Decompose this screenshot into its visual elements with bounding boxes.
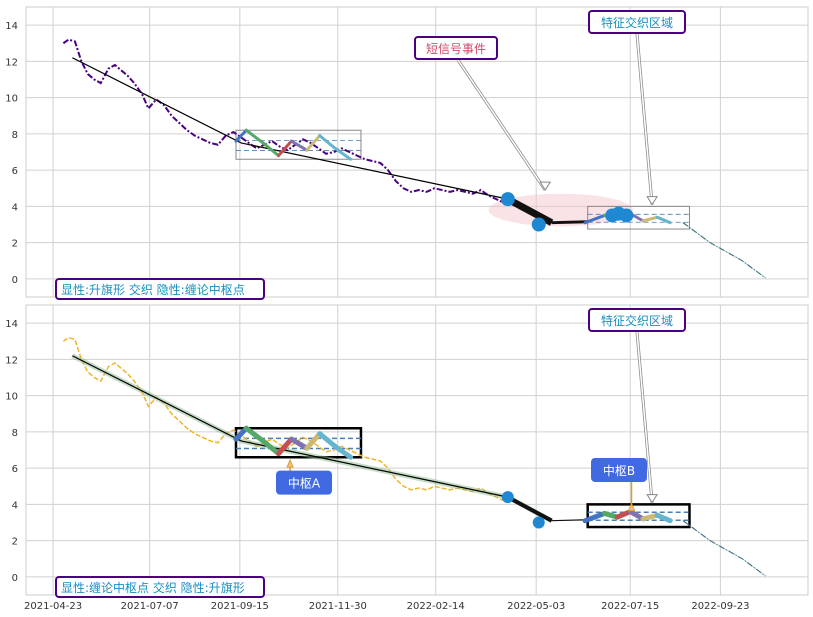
zigzag-segment xyxy=(276,436,294,457)
bottom-panel: 0 2 4 6 8 10 12 14 2021-04-23 2021-07-07 2021-09-1… xyxy=(5,304,809,612)
y-tick-label: 10 xyxy=(5,392,18,403)
pivot-box xyxy=(587,205,690,230)
zigzag-segment xyxy=(289,139,309,152)
annotation-box xyxy=(276,470,332,495)
signal-drop xyxy=(506,196,554,226)
zigzag-segment xyxy=(243,425,266,444)
projection-shadow xyxy=(682,520,766,577)
price-line xyxy=(62,38,512,204)
annotation-arrowhead xyxy=(646,494,659,504)
x-tick-label: 2022-02-14 xyxy=(407,601,465,612)
price-line xyxy=(62,336,512,502)
event-dot xyxy=(619,208,634,223)
legend-box xyxy=(55,576,265,598)
zigzag-segment xyxy=(304,431,323,451)
y-tick-label: 2 xyxy=(12,537,18,548)
zigzag-segment xyxy=(332,443,354,460)
legend-box xyxy=(55,278,265,300)
annotation-label: 中枢B xyxy=(603,463,635,478)
zigzag-segment xyxy=(641,215,659,223)
y-tick-label: 6 xyxy=(12,166,18,177)
x-tick-label: 2022-07-15 xyxy=(601,601,659,612)
annotation-arrowhead xyxy=(286,458,294,468)
zigzag-segment xyxy=(654,512,673,524)
zigzag-segment xyxy=(234,128,248,143)
pivot-box xyxy=(235,129,362,160)
zigzag-segment xyxy=(655,215,672,225)
annotation-label: 特征交织区域 xyxy=(601,15,673,30)
x-tick-label: 2022-09-23 xyxy=(691,601,749,612)
zigzag-segment xyxy=(333,146,353,161)
annotation-arrow-inner xyxy=(636,331,653,503)
x-tick-label: 2022-05-03 xyxy=(507,601,565,612)
zigzag-segment xyxy=(261,141,281,158)
event-dot xyxy=(532,516,545,529)
legend-text: 显性:缠论中枢点 交织 隐性:升旗形 xyxy=(61,580,245,595)
projection-shadow xyxy=(682,222,766,279)
x-tick-label: 2021-09-15 xyxy=(211,601,269,612)
legend-text: 显性:升旗形 交织 隐性:缠论中枢点 xyxy=(61,282,245,297)
plot-area xyxy=(25,304,809,596)
annotation-box xyxy=(591,457,647,482)
zigzag-segment xyxy=(305,134,322,152)
y-tick-label: 6 xyxy=(12,464,18,475)
zigzag-segment xyxy=(260,438,282,457)
annotation-label: 中枢A xyxy=(288,476,321,491)
annotation-box xyxy=(588,308,686,332)
y-tick-label: 8 xyxy=(12,428,18,439)
y-tick-label: 4 xyxy=(12,202,18,213)
zigzag-segment xyxy=(583,213,606,225)
annotation-label: 特征交织区域 xyxy=(601,313,673,328)
y-tick-label: 4 xyxy=(12,500,18,511)
pivot-box xyxy=(586,503,691,529)
x-tick-label: 2021-11-30 xyxy=(309,601,367,612)
zigzag-segment xyxy=(244,128,265,145)
signal-tail xyxy=(551,220,588,225)
signal-tail xyxy=(551,519,588,522)
annotation-arrowhead xyxy=(539,181,552,192)
event-dot xyxy=(531,217,546,232)
annotation-label: 短信号事件 xyxy=(426,42,486,56)
y-tick-label: 14 xyxy=(5,319,18,330)
annotation-arrowhead xyxy=(646,196,659,206)
y-tick-label: 14 xyxy=(5,21,18,32)
y-tick-label: 2 xyxy=(12,239,18,250)
y-tick-label: 8 xyxy=(12,130,18,141)
pivot-box xyxy=(234,427,363,459)
x-tick-label: 2021-04-23 xyxy=(24,601,82,612)
zigzag-segment xyxy=(277,139,293,158)
annotation-arrow-inner xyxy=(457,59,546,191)
y-tick-label: 0 xyxy=(12,573,18,584)
zigzag-segment xyxy=(288,436,310,451)
y-tick-label: 12 xyxy=(5,57,18,68)
annotation-box xyxy=(414,36,498,60)
y-tick-label: 0 xyxy=(12,275,18,286)
event-dot xyxy=(501,491,514,504)
annotation-arrowhead xyxy=(627,502,636,512)
annotation-arrow-inner xyxy=(636,33,653,205)
annotation-box xyxy=(588,10,686,34)
signal-drop xyxy=(506,495,553,523)
x-tick-label: 2021-07-07 xyxy=(121,601,179,612)
zigzag-segment xyxy=(317,431,338,449)
zigzag-segment xyxy=(582,510,607,524)
y-tick-label: 12 xyxy=(5,355,18,366)
zigzag-segment xyxy=(318,134,337,150)
y-tick-label: 10 xyxy=(5,94,18,105)
event-dot xyxy=(500,192,515,207)
